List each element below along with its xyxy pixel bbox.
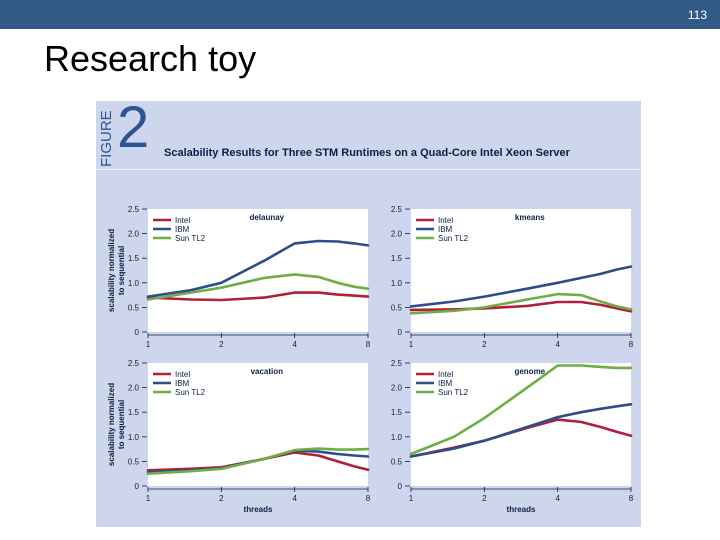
x-tick-label: 4: [292, 340, 297, 349]
x-tick-label: 8: [366, 340, 371, 349]
y-tick-label: 1.0: [391, 433, 403, 442]
y-tick-label: 2.5: [391, 359, 403, 368]
chart-title: kmeans: [515, 213, 545, 222]
y-tick-label: 0.5: [128, 457, 140, 466]
figure-number: 2: [117, 95, 150, 160]
legend-label: IBM: [175, 225, 190, 234]
y-tick-label: 1.5: [128, 254, 140, 263]
series-line-ibm: [409, 403, 633, 458]
y-tick-label: 1.5: [391, 408, 403, 417]
chart-title: delaunay: [249, 213, 284, 222]
y-tick-label: 0.5: [128, 303, 140, 312]
x-tick-label: 1: [409, 340, 414, 349]
series-line-sun-tl2: [409, 364, 633, 456]
figure-title: Scalability Results for Three STM Runtim…: [164, 147, 570, 159]
legend-label: Intel: [175, 216, 190, 225]
y-tick-label: 0.5: [391, 457, 403, 466]
x-axis-label: threads: [507, 505, 536, 514]
legend-label: Intel: [175, 370, 190, 379]
slide-number: 113: [687, 8, 707, 22]
series-line-ibm: [146, 239, 370, 298]
chart-title: genome: [514, 367, 545, 376]
x-tick-label: 8: [629, 340, 634, 349]
y-tick-label: 2.5: [391, 205, 403, 214]
figure-panel: FIGURE 2 Scalability Results for Three S…: [96, 95, 641, 527]
y-tick-label: 1.0: [128, 279, 140, 288]
x-tick-label: 4: [555, 494, 560, 503]
x-tick-label: 2: [219, 494, 224, 503]
figure-label-word: FIGURE: [98, 110, 115, 167]
y-tick-label: 1.5: [391, 254, 403, 263]
series-line-sun-tl2: [146, 273, 370, 301]
series-line-sun-tl2: [146, 447, 370, 475]
y-tick-label: 1.0: [128, 433, 140, 442]
figure-divider: [96, 169, 641, 170]
legend-label: Sun TL2: [175, 388, 206, 397]
x-axis-label: threads: [244, 505, 273, 514]
y-tick-label: 2.5: [128, 359, 140, 368]
x-tick-label: 4: [555, 340, 560, 349]
y-tick-label: 2.0: [128, 230, 140, 239]
y-tick-label: 0: [135, 482, 140, 491]
y-axis-label-line2: to sequential: [117, 400, 126, 449]
legend-label: IBM: [175, 379, 190, 388]
series-line-sun-tl2: [409, 292, 633, 315]
plot-area: [148, 209, 368, 332]
x-tick-label: 2: [482, 494, 487, 503]
series-line-intel: [146, 291, 370, 302]
y-axis-label-line2: to sequential: [117, 246, 126, 295]
figure-label-word-text: FIGURE: [98, 110, 115, 167]
series-line-intel: [146, 451, 370, 472]
y-axis-label-line1: scalability normalized: [107, 383, 116, 466]
series-line-ibm: [409, 265, 633, 308]
slide-header-bar: 113: [0, 0, 720, 29]
legend-label: Sun TL2: [438, 388, 469, 397]
x-tick-label: 2: [482, 340, 487, 349]
legend-label: Sun TL2: [175, 234, 206, 243]
y-tick-label: 0.5: [391, 303, 403, 312]
legend-label: IBM: [438, 225, 453, 234]
y-tick-label: 2.5: [128, 205, 140, 214]
y-tick-label: 0: [398, 328, 403, 337]
chart-title: vacation: [251, 367, 284, 376]
x-tick-label: 1: [146, 494, 151, 503]
legend-label: IBM: [438, 379, 453, 388]
legend-label: Sun TL2: [438, 234, 469, 243]
x-tick-label: 1: [146, 340, 151, 349]
x-tick-label: 2: [219, 340, 224, 349]
plot-area: [148, 363, 368, 486]
slide-title: Research toy: [44, 38, 257, 79]
x-tick-label: 4: [292, 494, 297, 503]
x-tick-label: 8: [366, 494, 371, 503]
y-tick-label: 1.0: [391, 279, 403, 288]
x-tick-label: 1: [409, 494, 414, 503]
x-tick-label: 8: [629, 494, 634, 503]
legend-label: Intel: [438, 370, 453, 379]
y-axis-label-line1: scalability normalized: [107, 229, 116, 312]
y-tick-label: 0: [398, 482, 403, 491]
y-tick-label: 1.5: [128, 408, 140, 417]
y-tick-label: 0: [135, 328, 140, 337]
y-tick-label: 2.0: [391, 384, 403, 393]
legend-label: Intel: [438, 216, 453, 225]
y-tick-label: 2.0: [391, 230, 403, 239]
y-tick-label: 2.0: [128, 384, 140, 393]
